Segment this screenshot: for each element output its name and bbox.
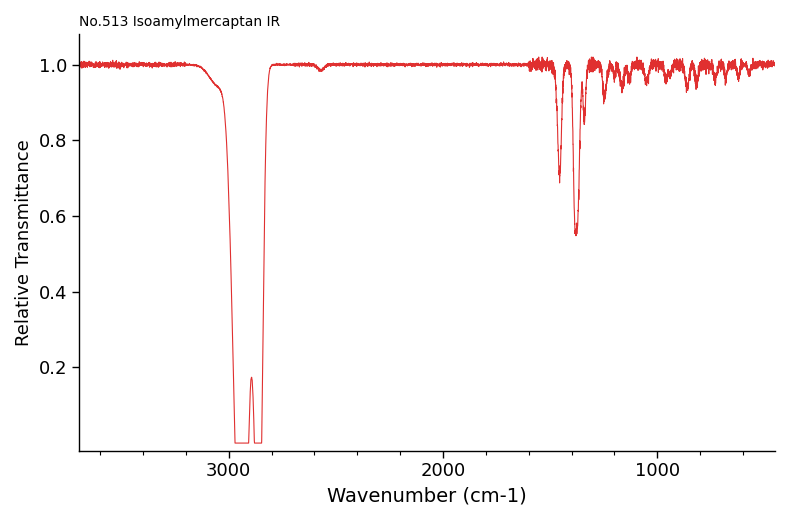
Text: No.513 Isoamylmercaptan IR: No.513 Isoamylmercaptan IR xyxy=(79,15,280,29)
Y-axis label: Relative Transmittance: Relative Transmittance xyxy=(15,139,33,346)
X-axis label: Wavenumber (cm-1): Wavenumber (cm-1) xyxy=(327,486,527,505)
